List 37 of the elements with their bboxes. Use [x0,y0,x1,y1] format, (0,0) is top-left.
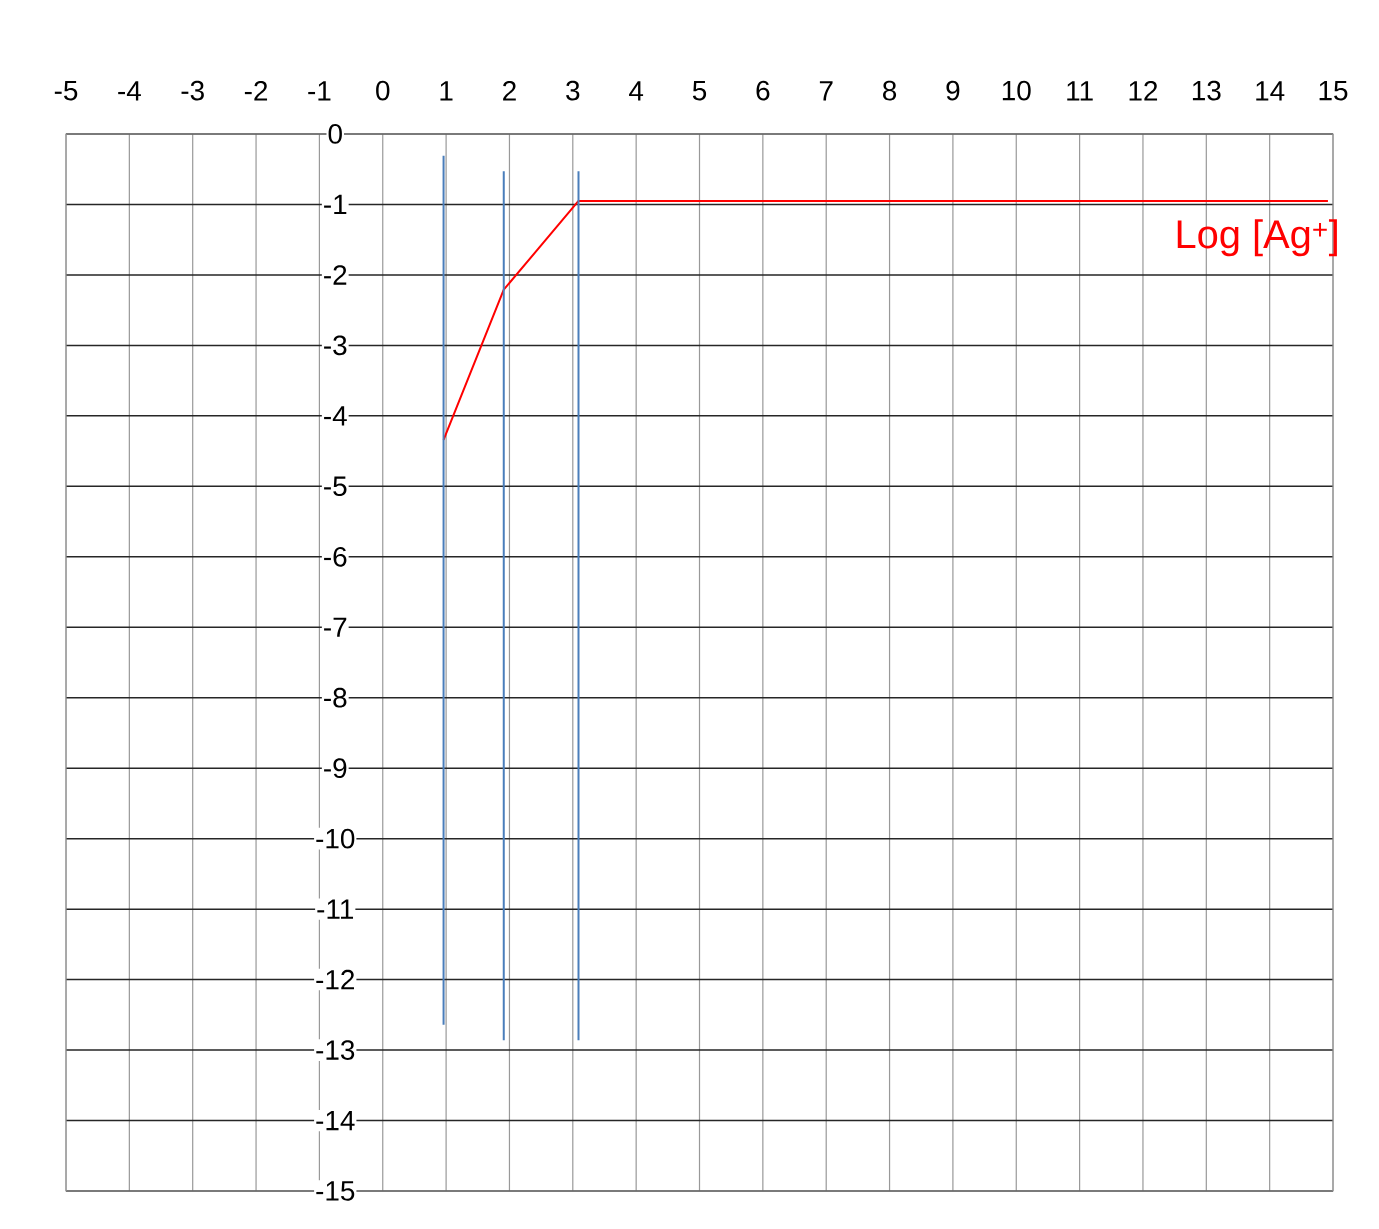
x-tick-label: 0 [376,80,390,101]
y-tick-label: -13 [316,1040,355,1060]
y-tick-label: -6 [324,546,347,567]
x-tick-label: 13 [1192,80,1221,101]
y-tick-label: -12 [316,969,354,990]
x-tick-label: 2 [503,80,516,101]
x-tick-label: 11 [1067,81,1093,101]
x-tick-label: -3 [181,80,204,101]
x-tick-label: 1 [440,81,453,101]
y-tick-label: -10 [316,828,355,849]
x-tick-label: 5 [692,81,707,101]
x-tick-label: 10 [1002,80,1031,101]
x-tick-label: 8 [883,80,897,101]
x-tick-label: -5 [54,81,78,101]
x-tick-label: 7 [819,81,833,101]
x-tick-label: 6 [756,80,770,101]
x-tick-label: 3 [566,80,580,101]
x-tick-label: 14 [1256,81,1285,101]
y-tick-label: -2 [324,265,347,285]
y-tick-label: -3 [324,335,347,356]
x-tick-label: -2 [244,80,268,101]
x-tick-label: -4 [118,81,141,101]
y-tick-label: -8 [324,687,347,708]
y-tick-label: -15 [316,1181,355,1201]
x-tick-label: 15 [1319,81,1348,101]
y-tick-label: -7 [324,617,347,637]
y-tick-label: -5 [324,476,347,497]
y-tick-label: -4 [324,406,347,426]
x-tick-label: 9 [946,80,960,101]
y-tick-label: 0 [328,124,342,144]
x-tick-label: 4 [629,81,644,101]
y-tick-label: -11 [317,899,354,919]
x-tick-label: 12 [1129,80,1158,101]
y-tick-label: -14 [316,1110,355,1131]
y-tick-label: -9 [324,758,347,779]
series-label: Log [Ag$^{+}$] [1177,219,1337,257]
y-tick-label: -1 [324,194,347,215]
